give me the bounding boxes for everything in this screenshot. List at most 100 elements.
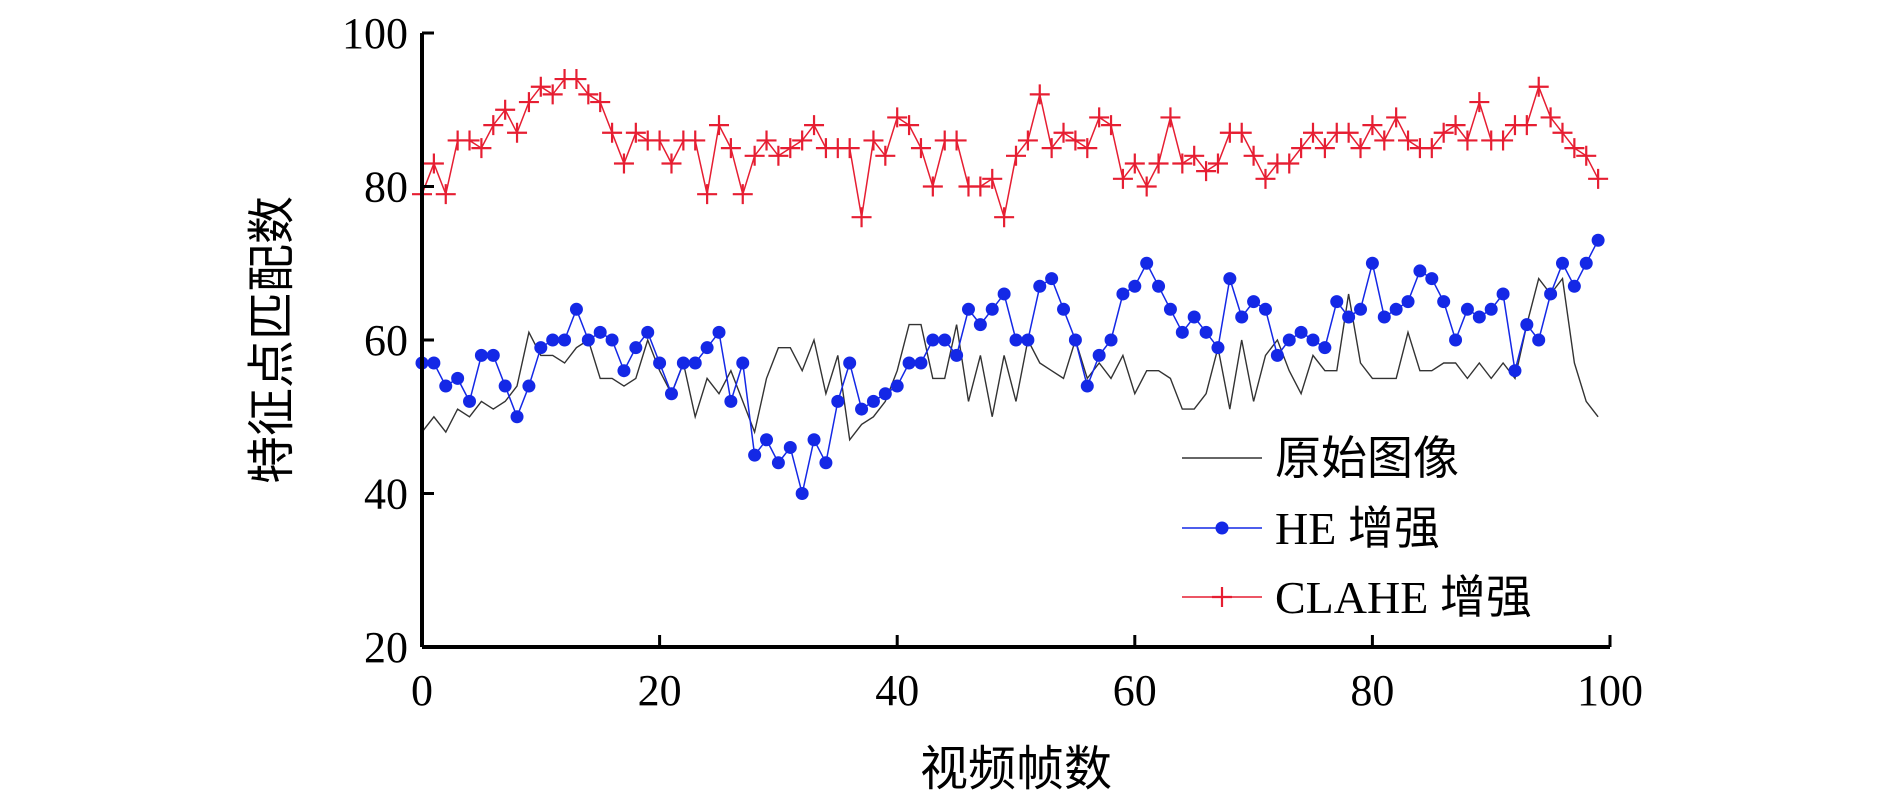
data-point — [1508, 364, 1522, 378]
data-point — [1029, 84, 1050, 105]
data-point — [839, 138, 860, 159]
data-point — [1576, 145, 1597, 166]
data-point — [732, 184, 753, 205]
y-ticks: 20 40 60 80 100 — [342, 9, 434, 672]
data-point — [1294, 325, 1308, 339]
data-point — [459, 130, 480, 151]
data-point — [1021, 333, 1035, 347]
data-point — [1362, 115, 1383, 136]
data-point — [1089, 107, 1110, 128]
data-point — [1223, 272, 1237, 286]
x-tick-label: 100 — [1577, 666, 1643, 715]
data-point — [1318, 341, 1332, 355]
x-ticks: 0 20 40 60 80 100 — [411, 635, 1643, 715]
data-point — [970, 176, 991, 197]
data-point — [613, 153, 634, 174]
data-point — [685, 130, 706, 151]
data-point — [783, 440, 797, 454]
y-axis-title: 特征点匹配数 — [244, 196, 300, 484]
data-point — [1401, 295, 1415, 309]
data-point — [887, 107, 908, 128]
data-point — [855, 402, 869, 416]
data-point — [427, 356, 441, 370]
data-point — [1077, 138, 1098, 159]
data-point — [483, 115, 504, 136]
data-point — [1247, 295, 1261, 309]
legend-item: 原始图像 — [1182, 433, 1459, 484]
data-point — [1555, 256, 1569, 270]
data-point — [961, 302, 975, 316]
data-point — [664, 387, 678, 401]
data-point — [902, 356, 916, 370]
data-point — [1172, 153, 1193, 174]
y-tick-label: 40 — [364, 470, 408, 519]
data-point — [1235, 310, 1249, 324]
data-point — [463, 394, 477, 408]
data-point — [641, 325, 655, 339]
data-point — [1433, 122, 1454, 143]
data-point — [1389, 302, 1403, 316]
data-point — [1354, 302, 1368, 316]
data-point — [1314, 138, 1335, 159]
data-point — [720, 138, 741, 159]
data-point — [1350, 138, 1371, 159]
data-point — [569, 302, 583, 316]
legend-label: HE 增强 — [1275, 503, 1440, 554]
data-point — [1421, 138, 1442, 159]
data-point — [1306, 333, 1320, 347]
data-point — [1057, 302, 1071, 316]
data-point — [724, 394, 738, 408]
data-point — [768, 145, 789, 166]
data-point — [744, 145, 765, 166]
data-point — [590, 92, 611, 113]
data-point — [985, 302, 999, 316]
data-point — [507, 122, 528, 143]
data-point — [1588, 168, 1609, 189]
data-point — [1243, 145, 1264, 166]
data-point — [558, 333, 572, 347]
data-point — [807, 433, 821, 447]
data-point — [1374, 130, 1395, 151]
data-point — [1033, 279, 1047, 293]
data-point — [1425, 272, 1439, 286]
x-tick-label: 80 — [1350, 666, 1394, 715]
data-point — [697, 184, 718, 205]
data-point — [1437, 295, 1451, 309]
series-line — [421, 78, 1599, 218]
data-point — [736, 356, 750, 370]
data-point — [530, 76, 551, 97]
data-point — [617, 364, 631, 378]
x-axis-title: 视频帧数 — [920, 741, 1112, 797]
data-point — [486, 348, 500, 362]
data-point — [1567, 279, 1581, 293]
data-point — [795, 487, 809, 500]
data-point — [605, 333, 619, 347]
series-line — [421, 276, 1599, 442]
data-point — [1199, 325, 1213, 339]
data-point — [1065, 130, 1086, 151]
data-point — [498, 379, 512, 393]
data-point — [1009, 333, 1023, 347]
data-point — [1291, 138, 1312, 159]
y-tick-label: 100 — [342, 9, 408, 58]
data-point — [1104, 333, 1118, 347]
data-point — [510, 410, 524, 424]
data-point — [973, 318, 987, 332]
data-point — [1386, 107, 1407, 128]
data-point — [712, 325, 726, 339]
data-point — [700, 341, 714, 355]
data-point — [1449, 333, 1463, 347]
legend: 原始图像 HE 增强 CLAHE 增强 — [1182, 433, 1532, 623]
data-point — [1338, 122, 1359, 143]
data-point — [1591, 233, 1605, 247]
data-point — [1540, 107, 1561, 128]
data-point — [1163, 302, 1177, 316]
data-point — [1068, 333, 1082, 347]
data-point — [938, 333, 952, 347]
data-point — [1398, 130, 1419, 151]
data-point — [1516, 115, 1537, 136]
data-point — [1080, 379, 1094, 393]
data-point — [1342, 310, 1356, 324]
data-point — [578, 84, 599, 105]
data-point — [1116, 287, 1130, 301]
